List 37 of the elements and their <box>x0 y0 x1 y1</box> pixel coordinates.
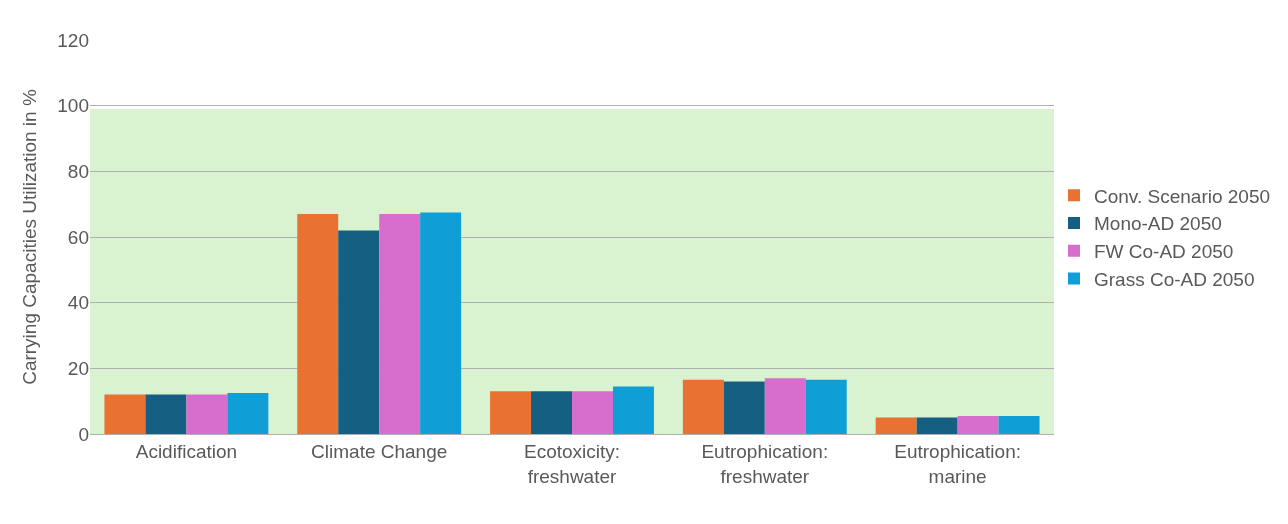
x-tick-label: Ecotoxicity: freshwater <box>523 440 621 487</box>
bar <box>490 391 532 434</box>
bar <box>612 386 654 434</box>
bar <box>875 417 917 434</box>
bar <box>764 378 806 434</box>
bar <box>145 394 187 434</box>
y-tick-label: 20 <box>67 357 89 379</box>
bar <box>338 230 380 434</box>
bar <box>916 417 958 434</box>
bar <box>682 379 724 434</box>
y-tick-label: 0 <box>78 423 89 445</box>
x-tick-label: Acidification <box>135 440 238 462</box>
bar <box>297 214 339 434</box>
bar <box>805 379 847 434</box>
legend-label: FW Co-AD 2050 <box>1094 241 1234 263</box>
x-tick-label: Eutrophication: marine <box>894 440 1021 487</box>
bar <box>420 212 462 434</box>
bar <box>572 391 613 434</box>
y-tick-label: 100 <box>57 95 89 117</box>
bar <box>379 214 421 434</box>
bar <box>104 394 146 434</box>
y-tick-label: 80 <box>67 160 89 182</box>
bar <box>957 415 999 434</box>
legend-label: Mono-AD 2050 <box>1094 213 1222 235</box>
y-tick-label: 60 <box>67 226 89 248</box>
bar <box>227 392 269 434</box>
legend-label: Grass Co-AD 2050 <box>1094 268 1255 290</box>
x-tick-label: Climate Change <box>311 440 448 462</box>
bar <box>531 391 572 434</box>
bar <box>186 394 228 434</box>
x-tick-label: Eutrophication: freshwater <box>701 440 829 487</box>
legend-label: Conv. Scenario 2050 <box>1094 185 1271 207</box>
y-tick-label: 40 <box>67 292 89 314</box>
bar <box>723 381 765 434</box>
y-tick-label: 120 <box>57 29 89 51</box>
bar <box>998 415 1040 434</box>
y-axis-title: Carrying Capacities Utilization in % <box>19 89 41 385</box>
